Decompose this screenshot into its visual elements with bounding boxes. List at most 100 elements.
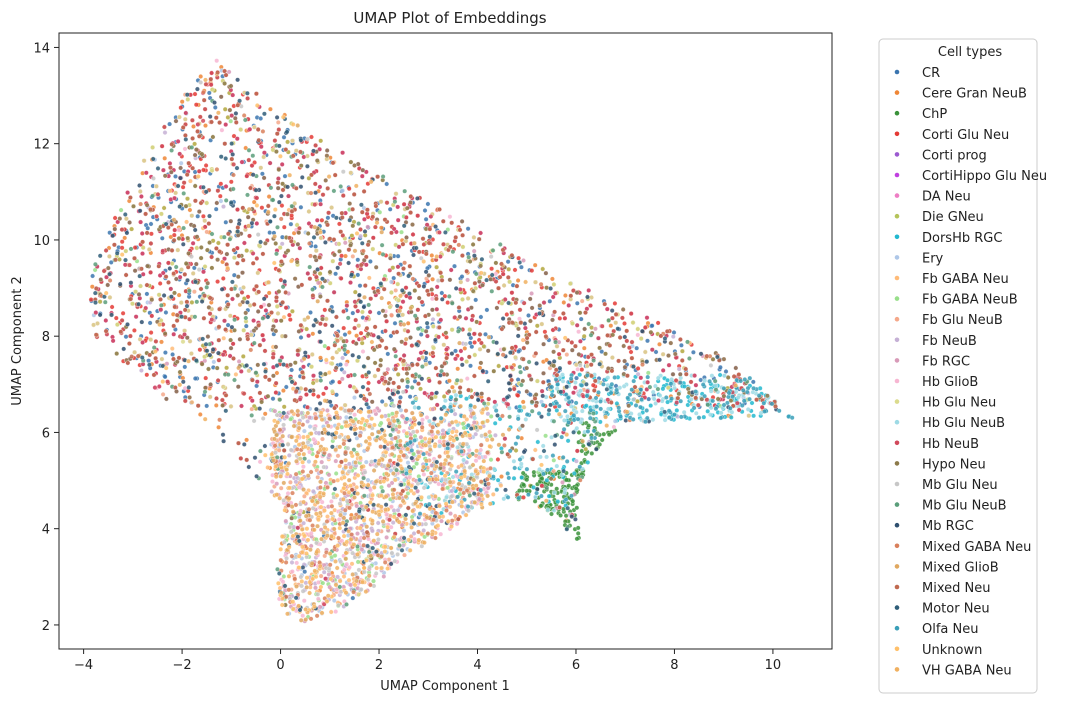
data-point [285, 491, 291, 496]
data-point [95, 321, 100, 326]
data-point [309, 364, 314, 370]
data-point [518, 461, 524, 467]
data-point [191, 265, 197, 271]
data-point [333, 458, 339, 464]
data-point [575, 525, 581, 531]
data-point [320, 580, 326, 586]
data-point [266, 290, 272, 296]
data-point [206, 90, 212, 96]
data-point [630, 320, 636, 325]
data-point [564, 477, 570, 483]
data-point [352, 412, 357, 418]
data-point [599, 437, 605, 443]
data-point [339, 376, 345, 382]
data-point [669, 377, 674, 382]
data-point [107, 295, 113, 300]
data-point [511, 458, 517, 464]
data-point [233, 372, 239, 377]
data-point [665, 377, 670, 383]
data-point [318, 355, 323, 361]
data-point [515, 393, 521, 398]
data-point [391, 275, 397, 281]
data-point [189, 300, 195, 305]
data-point [505, 259, 511, 265]
data-point [252, 160, 257, 165]
data-point [606, 432, 612, 437]
data-point [109, 304, 115, 310]
data-point [290, 308, 295, 314]
data-point [340, 188, 345, 193]
data-point [642, 349, 648, 355]
data-point [115, 322, 120, 327]
data-point [225, 322, 231, 328]
data-point [137, 189, 143, 194]
data-point [192, 289, 197, 295]
data-point [628, 349, 634, 355]
data-point [218, 181, 224, 187]
data-point [272, 408, 278, 414]
data-point [671, 330, 677, 335]
data-point [484, 437, 490, 443]
data-point [167, 188, 173, 194]
data-point [601, 431, 607, 437]
data-point [341, 325, 347, 331]
data-point [307, 424, 313, 429]
data-point [238, 127, 244, 132]
data-point [290, 138, 295, 144]
data-point [517, 404, 523, 410]
data-point [319, 459, 325, 465]
data-point [458, 279, 464, 285]
data-point [267, 230, 273, 235]
data-point [119, 245, 125, 251]
data-point [574, 458, 579, 464]
data-point [445, 300, 451, 305]
data-point [195, 213, 201, 219]
data-point [216, 424, 221, 430]
data-point [531, 469, 537, 475]
data-point [301, 598, 307, 604]
data-point [319, 217, 325, 223]
data-point [565, 438, 571, 444]
data-point [189, 399, 195, 405]
data-point [638, 336, 644, 341]
data-point [194, 245, 200, 251]
data-point [751, 413, 756, 419]
data-point [351, 219, 357, 225]
data-point [288, 479, 293, 485]
data-point [251, 199, 257, 205]
data-point [359, 547, 365, 552]
data-point [318, 235, 324, 241]
data-point [187, 207, 193, 213]
data-point [471, 420, 477, 425]
data-point [274, 370, 280, 376]
data-point [132, 245, 138, 250]
data-point [173, 174, 178, 179]
data-point [204, 200, 210, 206]
data-point [366, 275, 372, 281]
data-point [412, 378, 418, 384]
data-point [327, 584, 333, 590]
data-point [162, 155, 168, 161]
data-point [139, 368, 144, 373]
data-point [313, 248, 319, 254]
data-point [130, 301, 135, 307]
data-point [472, 340, 477, 345]
data-point [342, 402, 348, 408]
data-point [579, 367, 585, 372]
data-point [453, 348, 458, 354]
data-point [347, 564, 352, 570]
data-point [228, 179, 234, 185]
data-point [574, 505, 580, 511]
data-point [198, 74, 204, 79]
data-point [578, 316, 584, 322]
data-point [399, 413, 405, 419]
data-point [693, 410, 699, 416]
data-point [308, 310, 313, 315]
data-point [372, 373, 378, 379]
data-point [336, 517, 342, 522]
data-point [335, 477, 341, 483]
data-point [148, 337, 154, 342]
data-point [430, 296, 435, 302]
data-point [302, 493, 307, 499]
data-point [379, 484, 384, 490]
